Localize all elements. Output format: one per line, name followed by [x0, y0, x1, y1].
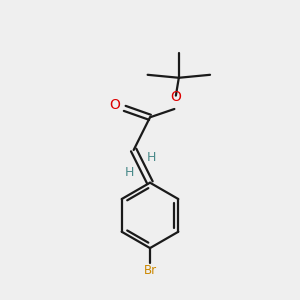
- Text: H: H: [124, 166, 134, 179]
- Text: O: O: [110, 98, 120, 112]
- Text: Br: Br: [143, 264, 157, 278]
- Text: H: H: [147, 151, 156, 164]
- Text: O: O: [170, 90, 181, 104]
